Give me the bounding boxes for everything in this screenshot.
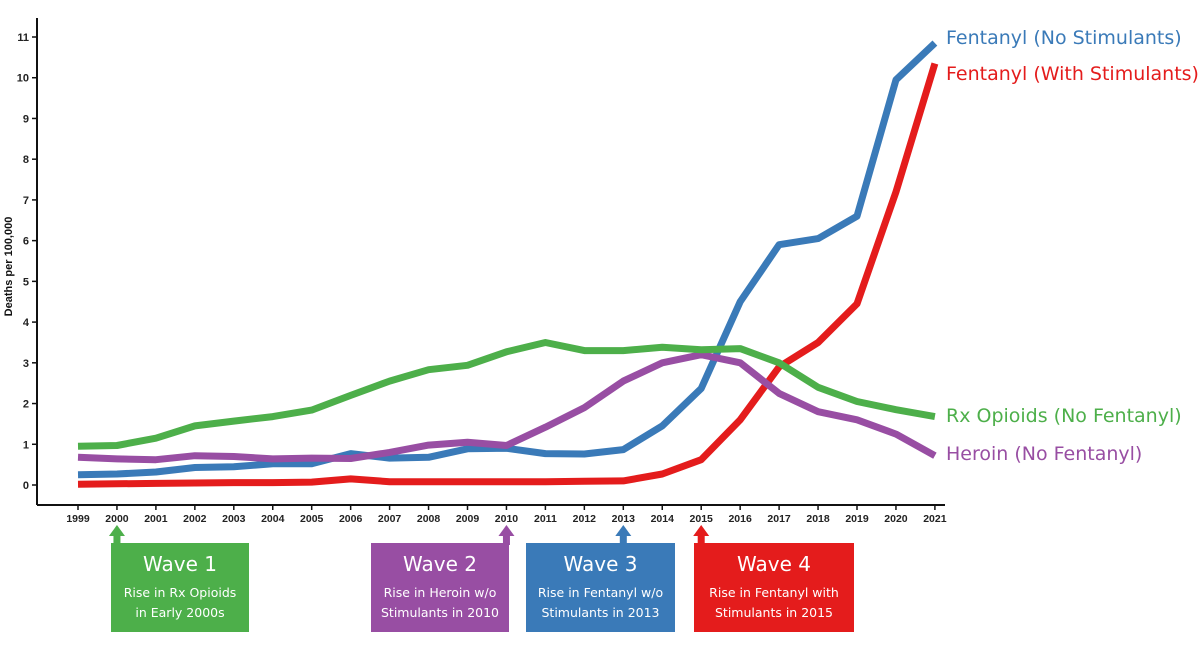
wave-arrows <box>108 525 710 545</box>
wave-desc-line-2: Stimulants in 2015 <box>714 605 834 620</box>
x-tick-label: 2010 <box>495 513 519 525</box>
series-lines <box>77 40 939 488</box>
x-tick-label: 2019 <box>845 513 869 525</box>
y-tick-label: 8 <box>23 154 29 166</box>
wave-title: Wave 3 <box>563 552 638 576</box>
x-tick-label: 2000 <box>105 513 129 525</box>
x-tick-label: 2018 <box>806 513 830 525</box>
x-tick-label: 2016 <box>728 513 752 525</box>
y-tick-label: 10 <box>17 73 29 85</box>
x-tick-label: 2008 <box>417 513 441 525</box>
x-tick-label: 2017 <box>767 513 791 525</box>
wave-2-box: Wave 2 Rise in Heroin w/o Stimulants in … <box>371 543 509 632</box>
wave-desc-line-1: Rise in Fentanyl w/o <box>537 585 664 600</box>
x-tick-label: 2005 <box>300 513 324 525</box>
y-tick-label: 1 <box>23 439 29 451</box>
series-line-3 <box>77 351 937 464</box>
wave-desc-line-2: Stimulants in 2010 <box>380 605 500 620</box>
y-tick-label: 9 <box>23 113 29 125</box>
wave-arrow-head-1 <box>108 525 125 536</box>
wave-arrow-shaft-1 <box>113 534 121 545</box>
wave-desc-line-2: in Early 2000s <box>135 605 225 620</box>
x-tick-label: 2001 <box>144 513 168 525</box>
y-tick-label: 2 <box>23 399 29 411</box>
x-tick-label: 2003 <box>222 513 246 525</box>
y-tick-label: 6 <box>23 236 29 248</box>
series-label-1: Fentanyl (With Stimulants) <box>946 63 1199 85</box>
wave-4-box: Wave 4 Rise in Fentanyl with Stimulants … <box>694 543 854 632</box>
y-tick-label: 0 <box>23 480 29 492</box>
axes: 0 1 2 3 4 5 6 7 8 9 10 11 1999 2000 2001 2002 2003 2004 20… <box>3 18 947 525</box>
series-label-0: Fentanyl (No Stimulants) <box>946 27 1182 49</box>
x-tick-label: 2013 <box>612 513 636 525</box>
x-tick-label: 2021 <box>923 513 947 525</box>
series-label-3: Heroin (No Fentanyl) <box>946 443 1142 465</box>
series-labels: Fentanyl (No Stimulants) Fentanyl (With S… <box>946 27 1199 465</box>
x-tick-label: 2015 <box>690 513 714 525</box>
y-axis-label: Deaths per 100,000 <box>3 217 15 317</box>
y-tick-label: 5 <box>23 276 29 288</box>
wave-arrow-head-3 <box>615 525 632 536</box>
series-line-1 <box>77 62 939 488</box>
series-label-2: Rx Opioids (No Fentanyl) <box>946 405 1182 427</box>
x-tick-label: 2012 <box>573 513 597 525</box>
y-tick-label: 3 <box>23 358 29 370</box>
wave-desc-line-1: Rise in Heroin w/o <box>383 585 497 600</box>
wave-1-box: Wave 1 Rise in Rx Opioids in Early 2000s <box>111 543 249 632</box>
wave-title: Wave 2 <box>403 552 477 576</box>
x-tick-label: 2011 <box>534 513 557 525</box>
wave-desc-line-1: Rise in Fentanyl with <box>709 585 839 600</box>
wave-desc-line-1: Rise in Rx Opioids <box>123 585 237 600</box>
x-tick-label: 2002 <box>183 513 207 525</box>
wave-3-box: Wave 3 Rise in Fentanyl w/o Stimulants i… <box>526 543 675 632</box>
x-tick-label: 2006 <box>339 513 363 525</box>
x-tick-label: 2014 <box>651 513 675 525</box>
wave-title: Wave 1 <box>143 552 217 576</box>
wave-arrow-shaft-4 <box>697 534 705 545</box>
y-tick-label: 7 <box>23 195 29 207</box>
x-tick-label: 2009 <box>456 513 480 525</box>
wave-arrow-head-2 <box>498 525 515 536</box>
wave-title: Wave 4 <box>737 552 811 576</box>
series-line-2 <box>77 339 936 450</box>
wave-arrow-head-4 <box>693 525 710 536</box>
wave-desc-line-2: Stimulants in 2013 <box>541 605 660 620</box>
x-tick-label: 1999 <box>66 513 90 525</box>
y-tick-label: 11 <box>17 32 29 44</box>
y-tick-label: 4 <box>23 317 30 329</box>
wave-arrow-shaft-2 <box>502 534 510 545</box>
x-tick-label: 2004 <box>261 513 285 525</box>
x-tick-label: 2007 <box>378 513 402 525</box>
x-tick-label: 2020 <box>884 513 908 525</box>
wave-arrow-shaft-3 <box>619 534 627 545</box>
